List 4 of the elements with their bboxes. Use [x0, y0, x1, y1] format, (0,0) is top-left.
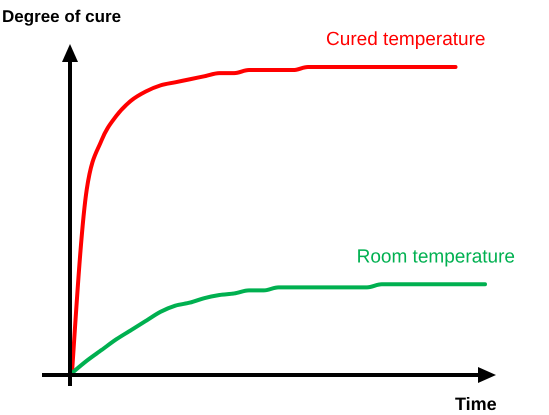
y-axis-title: Degree of cure	[2, 7, 122, 26]
series-label: Cured temperature	[326, 29, 486, 50]
x-axis-title: Time	[455, 394, 497, 414]
series-label: Room temperature	[356, 246, 515, 268]
